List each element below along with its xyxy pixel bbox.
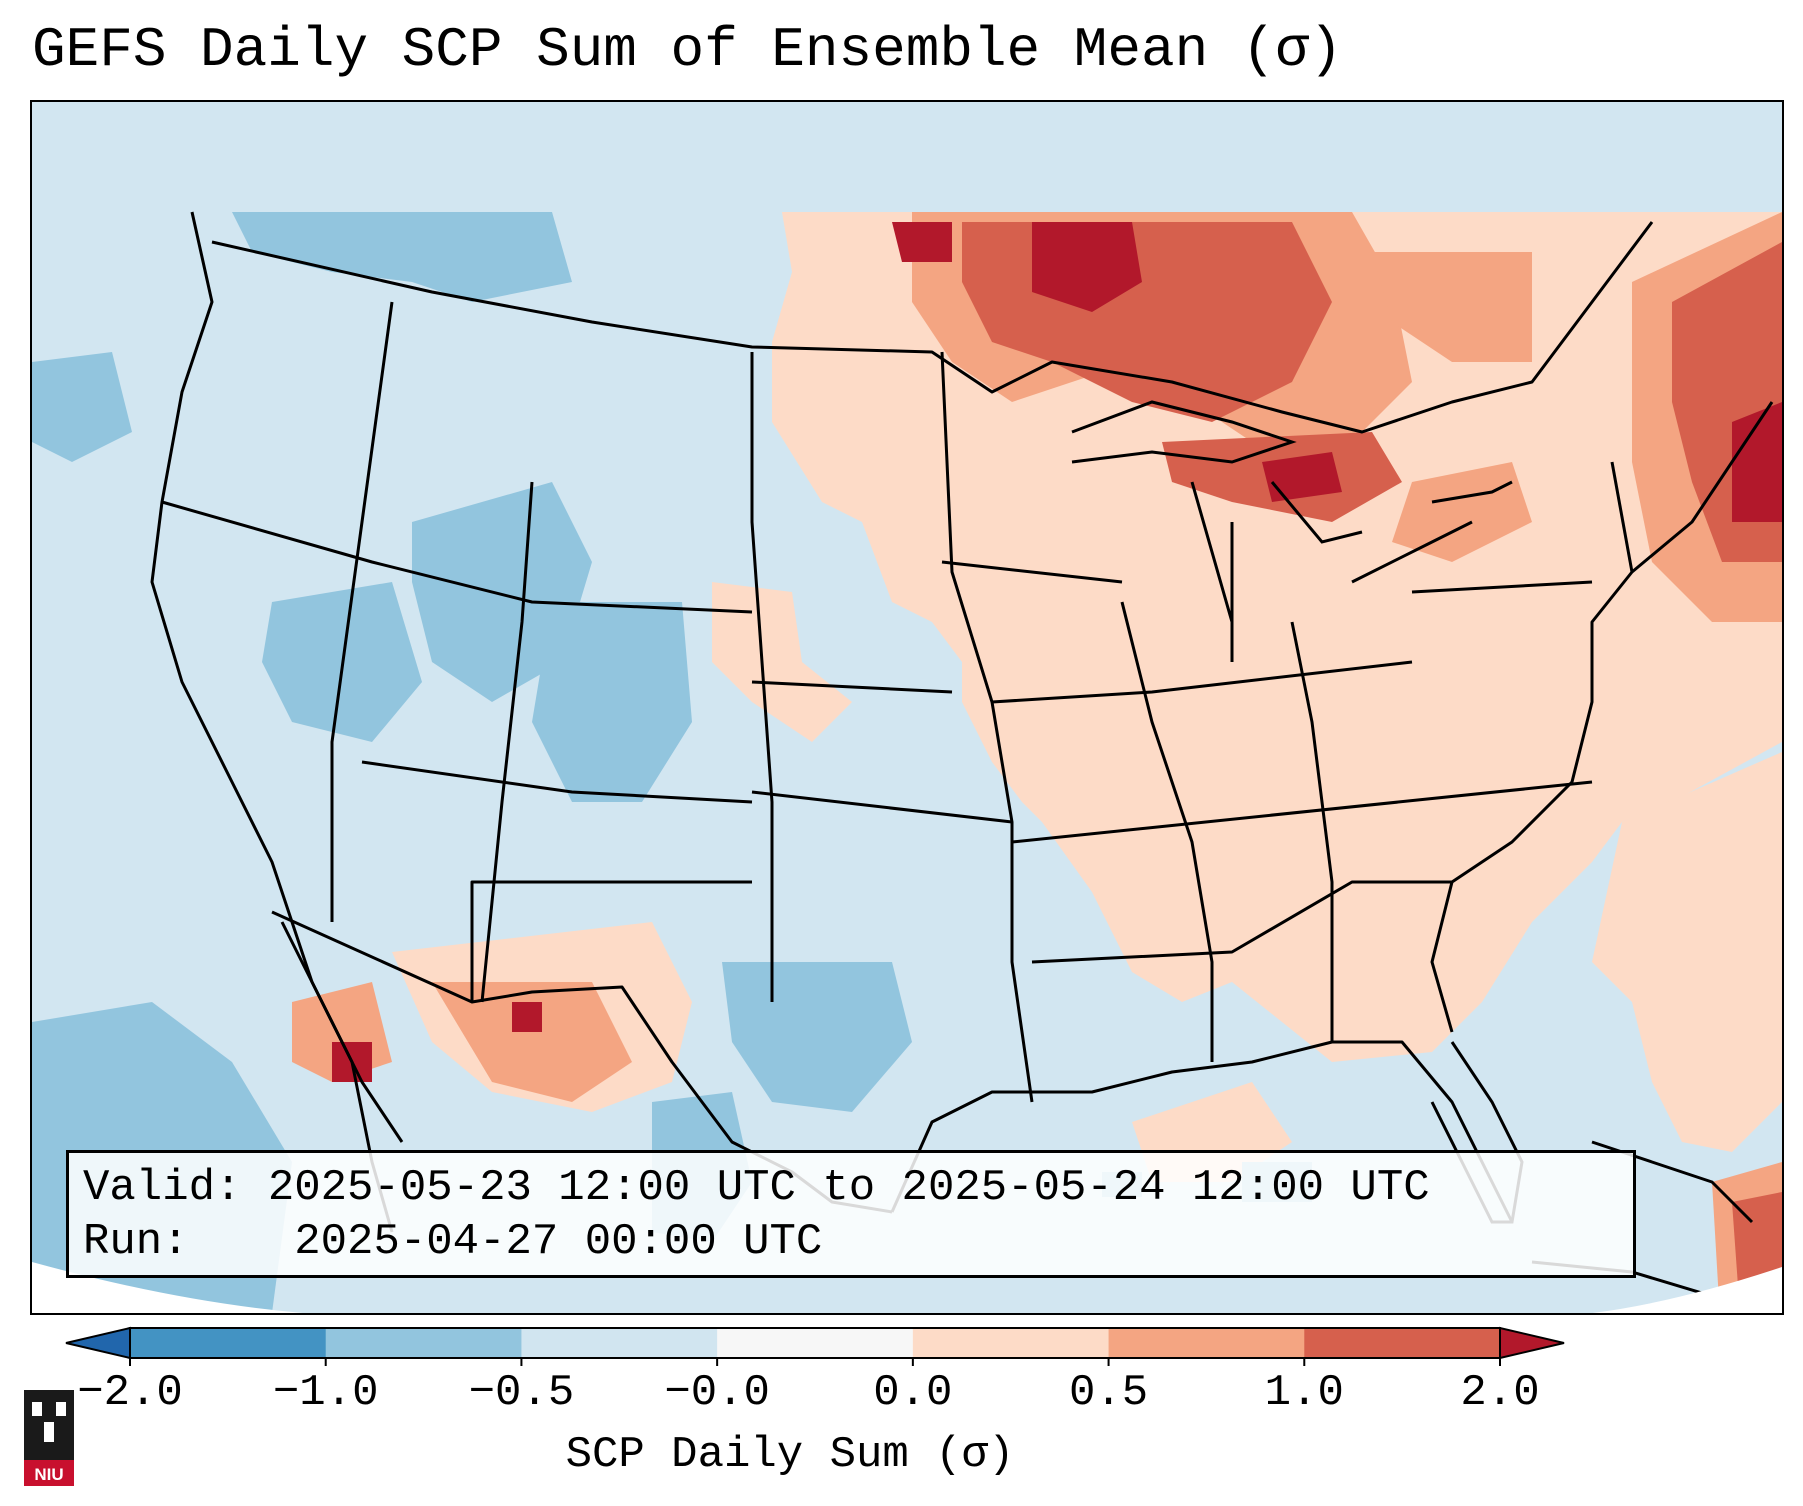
colorbar-tick-label: −1.0	[272, 1368, 379, 1418]
colorbar-segment	[912, 1328, 1110, 1358]
colorbar	[65, 1326, 1565, 1366]
colorbar-outline	[129, 1327, 1501, 1359]
map-panel	[30, 100, 1784, 1315]
colorbar-tick-label: 1.0	[1264, 1368, 1344, 1418]
logo-band	[24, 1460, 74, 1486]
colorbar-label: SCP Daily Sum (σ)	[565, 1430, 1015, 1480]
colorbar-segment	[521, 1328, 718, 1358]
colorbar-tick-label: −0.0	[664, 1368, 770, 1418]
valid-value: 2025-05-23 12:00 UTC to 2025-05-24 12:00…	[267, 1163, 1430, 1213]
niu-logo: NIU	[24, 1390, 74, 1486]
colorbar-tick-label: −0.5	[468, 1368, 575, 1418]
great-lakes	[1071, 400, 1513, 623]
colorbar-segment	[130, 1328, 327, 1358]
logo-text: NIU	[34, 1465, 63, 1484]
colorbar-segment	[717, 1328, 914, 1358]
colorbar-segment	[1304, 1328, 1501, 1358]
projection-edge-right	[1592, 1267, 1782, 1313]
colorbar-segment	[325, 1328, 522, 1358]
colorbar-tick-label: −2.0	[77, 1368, 183, 1418]
colorbar-tick-label: 0.5	[1068, 1368, 1149, 1418]
valid-time-box: Valid: 2025-05-23 12:00 UTC to 2025-05-2…	[66, 1150, 1636, 1278]
anomaly-positive-extreme	[332, 222, 1782, 1082]
state-boundaries	[150, 211, 1774, 1233]
colorbar-segment	[1108, 1328, 1305, 1358]
colorbar-tick-label: 2.0	[1460, 1368, 1540, 1418]
colorbar-over-extend	[1499, 1326, 1565, 1360]
valid-line: Valid: 2025-05-23 12:00 UTC to 2025-05-2…	[83, 1161, 1619, 1215]
run-line: Run: 2025-04-27 00:00 UTC	[83, 1215, 1619, 1269]
map-canvas	[32, 102, 1782, 1313]
run-value: 2025-04-27 00:00 UTC	[294, 1217, 823, 1267]
colorbar-tick-label: 0.0	[873, 1368, 953, 1418]
anomaly-positive-light	[392, 212, 1782, 1182]
chart-title: GEFS Daily SCP Sum of Ensemble Mean (σ)	[32, 18, 1343, 82]
projection-edge-left	[32, 1262, 304, 1313]
valid-label: Valid:	[83, 1163, 242, 1213]
colorbar-under-extend	[65, 1326, 131, 1360]
run-label: Run:	[83, 1217, 189, 1267]
